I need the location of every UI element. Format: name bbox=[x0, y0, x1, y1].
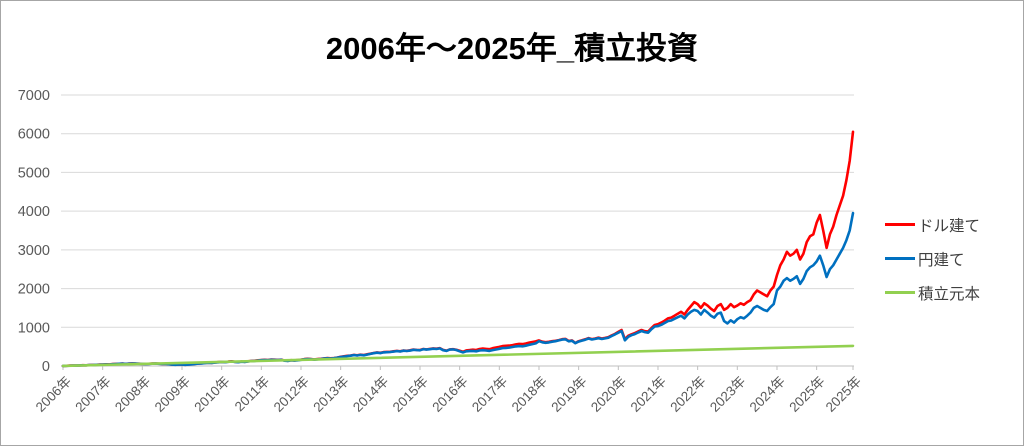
legend-line-swatch-blue bbox=[885, 257, 915, 260]
legend-line-swatch-green bbox=[885, 291, 915, 294]
svg-text:0: 0 bbox=[42, 359, 50, 375]
legend-item-usd: ドル建て bbox=[885, 213, 980, 236]
svg-text:2025年: 2025年 bbox=[786, 374, 827, 415]
svg-text:2014年: 2014年 bbox=[350, 374, 391, 415]
svg-text:2022年: 2022年 bbox=[667, 374, 708, 415]
svg-text:7000: 7000 bbox=[18, 88, 50, 104]
legend-label: 積立元本 bbox=[918, 285, 981, 303]
svg-text:2019年: 2019年 bbox=[548, 374, 589, 415]
svg-text:5000: 5000 bbox=[18, 165, 50, 181]
svg-text:2025年: 2025年 bbox=[823, 374, 864, 415]
svg-text:2021年: 2021年 bbox=[628, 374, 669, 415]
svg-text:2024年: 2024年 bbox=[747, 374, 788, 415]
svg-text:2023年: 2023年 bbox=[707, 374, 748, 415]
svg-text:2007年: 2007年 bbox=[72, 374, 113, 415]
series-line-円建て bbox=[61, 211, 855, 368]
svg-text:6000: 6000 bbox=[18, 127, 50, 143]
svg-text:2011年: 2011年 bbox=[232, 374, 273, 415]
svg-text:4000: 4000 bbox=[18, 204, 50, 220]
series-line-積立元本 bbox=[61, 344, 855, 368]
svg-text:2013年: 2013年 bbox=[310, 374, 351, 415]
legend-line-swatch-red bbox=[885, 223, 915, 226]
svg-text:2020年: 2020年 bbox=[588, 374, 629, 415]
series-line-ドル建て bbox=[61, 130, 855, 368]
svg-text:1000: 1000 bbox=[18, 320, 50, 336]
chart-legend: ドル建て 円建て 積立元本 bbox=[885, 213, 980, 304]
svg-text:2000: 2000 bbox=[18, 282, 50, 298]
legend-label: 円建て bbox=[918, 251, 965, 269]
svg-text:2009年: 2009年 bbox=[152, 374, 193, 415]
svg-text:2012年: 2012年 bbox=[271, 374, 312, 415]
legend-item-principal: 積立元本 bbox=[885, 281, 980, 304]
svg-text:2015年: 2015年 bbox=[390, 374, 431, 415]
svg-text:2010年: 2010年 bbox=[191, 374, 232, 415]
legend-item-jpy: 円建て bbox=[885, 247, 980, 270]
chart-title: 2006年～2025年_積立投資 bbox=[325, 31, 699, 66]
svg-text:3000: 3000 bbox=[18, 243, 50, 259]
svg-text:2008年: 2008年 bbox=[112, 374, 153, 415]
svg-text:2006年: 2006年 bbox=[33, 374, 74, 415]
legend-label: ドル建て bbox=[918, 217, 981, 235]
svg-text:2018年: 2018年 bbox=[509, 374, 550, 415]
svg-text:2017年: 2017年 bbox=[469, 374, 510, 415]
svg-text:2016年: 2016年 bbox=[429, 374, 470, 415]
